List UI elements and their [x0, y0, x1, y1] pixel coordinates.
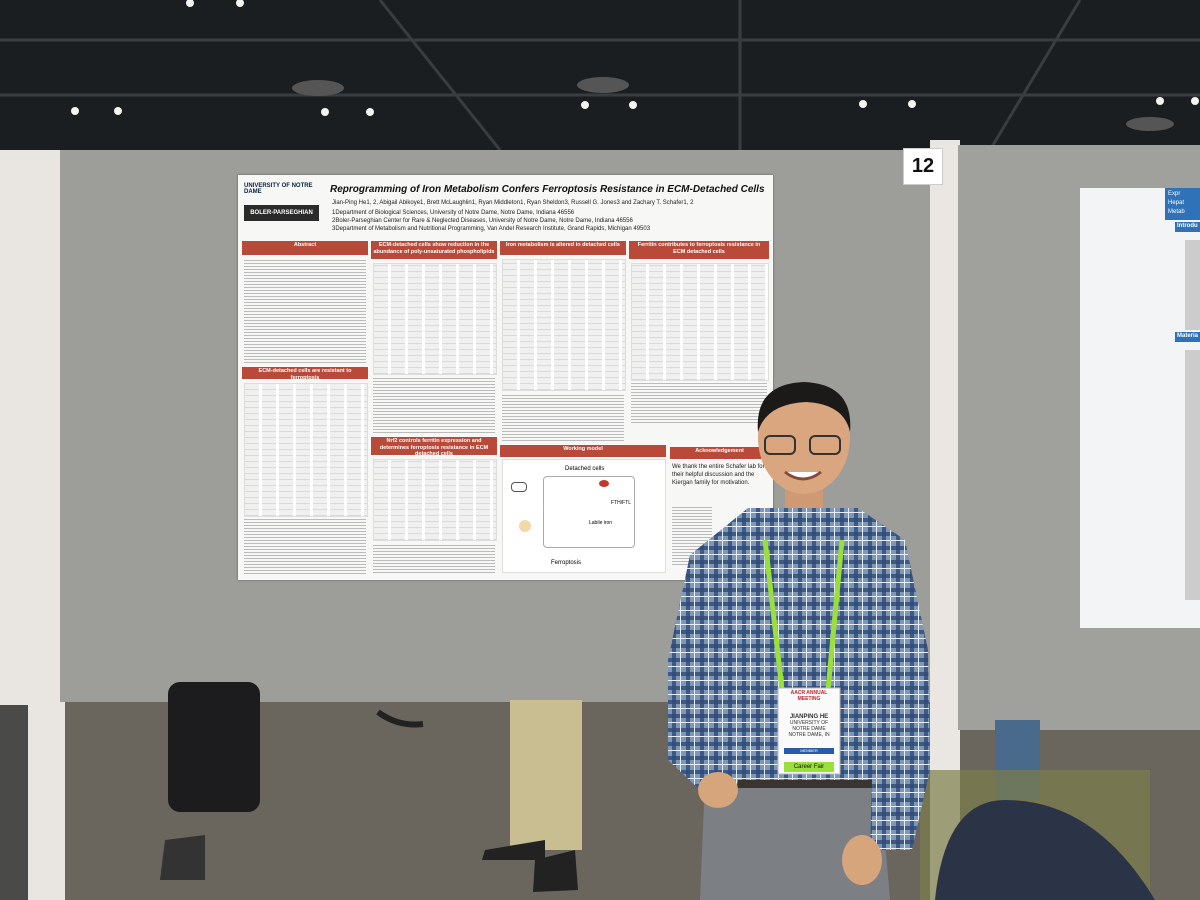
- section-heading: Working model: [500, 445, 666, 457]
- working-model: Detached cells FTH/FTL Labile iron Ferro…: [502, 459, 666, 573]
- caption: [373, 377, 495, 433]
- section-heading: ECM-detached cells show reduction in the…: [371, 241, 497, 259]
- poster-authors: Jian-Ping He1, 2, Abigail Abikoye1, Bret…: [332, 200, 694, 206]
- abstract-text: [244, 259, 366, 363]
- title-fragment: Expr: [1168, 191, 1181, 197]
- title-fragment: Hepat: [1168, 200, 1185, 206]
- board-number: 12: [903, 148, 943, 185]
- model-label: Detached cells: [565, 466, 605, 472]
- affiliation: 3Department of Metabolism and Nutritiona…: [332, 226, 651, 232]
- icon: [519, 520, 531, 532]
- badge-location: NOTRE DAME, IN: [788, 732, 830, 738]
- figure: [502, 259, 626, 391]
- icon: [511, 482, 527, 492]
- badge-tag: Career Fair: [793, 764, 825, 770]
- section-heading: Abstract: [242, 241, 368, 255]
- section-heading: Nrf2 controls ferritin expression and de…: [371, 437, 497, 457]
- logo-boler: BOLER-PARSEGHIAN: [244, 205, 319, 221]
- poster-title: Reprogramming of Iron Metabolism Confers…: [330, 184, 765, 195]
- logo-notre-dame: UNIVERSITY OF NOTRE DAME: [244, 183, 313, 195]
- poster: UNIVERSITY OF NOTRE DAME BOLER-PARSEGHIA…: [238, 175, 773, 580]
- figure: [373, 263, 497, 375]
- badge-affiliation: UNIVERSITY OF NOTRE DAME: [789, 720, 829, 732]
- figure: [244, 383, 368, 517]
- section-heading: Acknowledgement: [670, 447, 769, 459]
- badge-type: MEMBER: [800, 748, 818, 753]
- affiliation: 2Boler-Parseghian Center for Rare & Negl…: [332, 218, 633, 224]
- side-poster-title: Expr Hepat Metab: [1168, 190, 1200, 217]
- caption: [502, 393, 624, 441]
- figure: [373, 459, 497, 541]
- badge-event: AACR ANNUAL MEETING: [790, 690, 828, 702]
- side-heading: Materia: [1177, 333, 1199, 339]
- side-heading: Introdu: [1177, 223, 1198, 229]
- affiliation: 1Department of Biological Sciences, Univ…: [332, 210, 575, 216]
- figure: [631, 263, 769, 381]
- model-label: Labile iron: [589, 520, 613, 526]
- caption: [631, 383, 767, 423]
- funding-text: [672, 505, 712, 565]
- model-label: Ferroptosis: [551, 560, 582, 566]
- model-label: FTH/FTL: [611, 500, 631, 506]
- caption: [373, 543, 495, 573]
- section-heading: Iron metabolism is altered in detached c…: [500, 241, 626, 255]
- section-heading: Ferritin contributes to ferroptosis resi…: [629, 241, 769, 259]
- cell-outline: [543, 476, 635, 548]
- icon: [599, 480, 609, 487]
- section-heading: ECM-detached cells are resistant to ferr…: [242, 367, 368, 381]
- caption: [244, 519, 366, 574]
- acknowledgement-text: We thank the entire Schafer lab for thei…: [672, 464, 765, 486]
- badge-name: JIANPING HE: [789, 714, 829, 720]
- title-fragment: Metab: [1168, 209, 1185, 215]
- badge: AACR ANNUAL MEETING JIANPING HE UNIVERSI…: [782, 690, 836, 738]
